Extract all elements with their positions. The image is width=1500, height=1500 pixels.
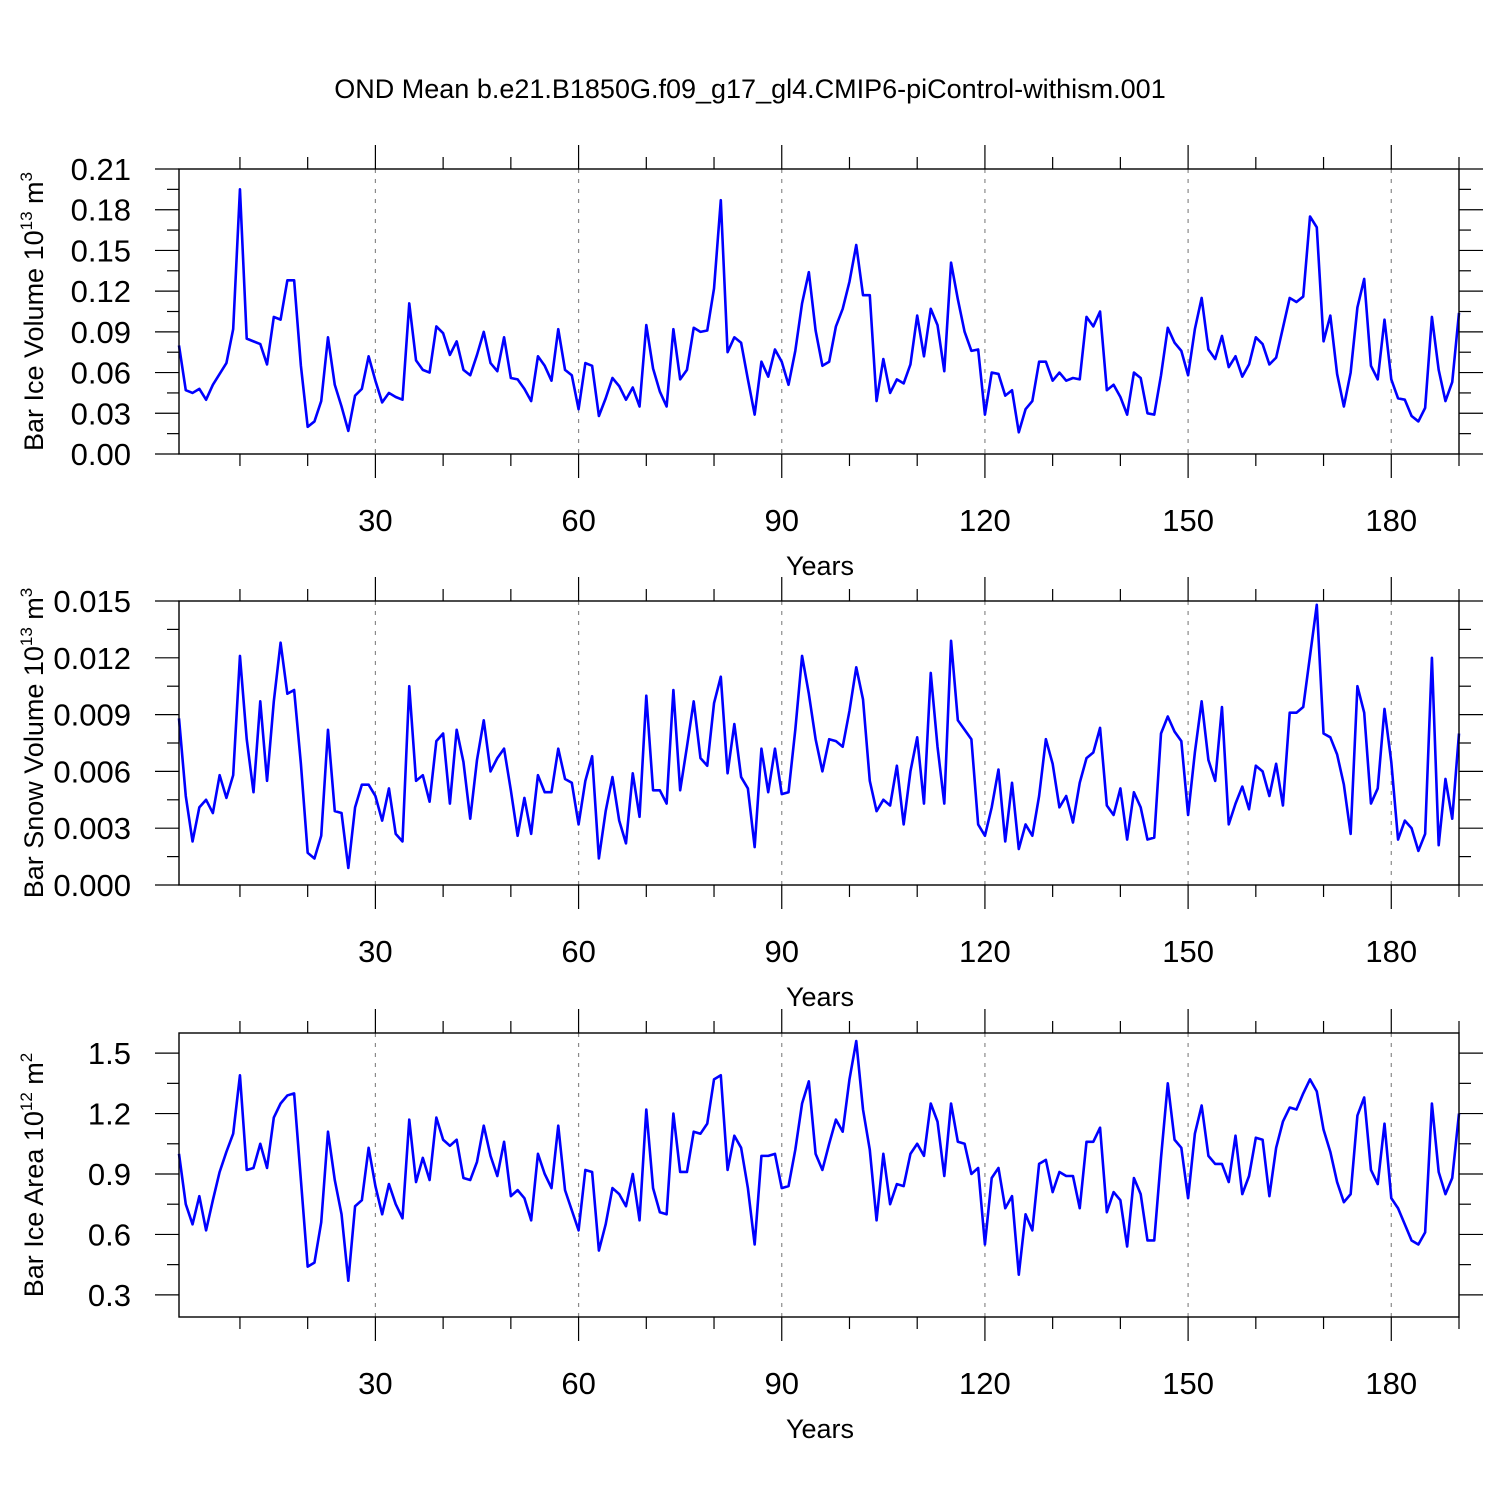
y-tick-label: 1.2: [88, 1097, 131, 1132]
y-tick-label: 0.009: [53, 698, 131, 733]
y-tick-label: 0.03: [71, 396, 131, 431]
x-tick-label: 150: [1162, 503, 1214, 538]
figure-title: OND Mean b.e21.B1850G.f09_g17_gl4.CMIP6-…: [334, 74, 1166, 104]
x-axis-label: Years: [786, 982, 854, 1012]
y-tick-label: 0.3: [88, 1278, 131, 1313]
y-tick-label: 0.015: [53, 584, 131, 619]
x-tick-label: 180: [1365, 934, 1417, 969]
x-axis-label: Years: [786, 551, 854, 581]
panel-ice-area: 30 60 90 120 150 180 0.3 0.6 0.9 1.2 1.5 Years Bar I…: [17, 1009, 1483, 1444]
y-tick-label: 0.12: [71, 274, 131, 309]
y-tick-label: 0.21: [71, 152, 131, 187]
x-tick-label: 60: [561, 1366, 595, 1401]
x-tick-label: 60: [561, 503, 595, 538]
y-axis-label: Bar Ice Area 1012 m2: [17, 1053, 49, 1298]
x-tick-label: 120: [959, 934, 1011, 969]
x-tick-label: 150: [1162, 1366, 1214, 1401]
x-tick-label: 30: [358, 503, 392, 538]
x-tick-label: 90: [765, 934, 799, 969]
panel-ice-volume: 30 60 90 120 150 180 0.00 0.03 0.06 0.09 0.12 0.15 0…: [17, 145, 1483, 581]
x-tick-label: 30: [358, 934, 392, 969]
series-line: [177, 188, 1461, 434]
y-tick-label: 0.9: [88, 1157, 131, 1192]
series-line: [177, 1039, 1461, 1283]
x-tick-label: 120: [959, 1366, 1011, 1401]
plot-frame: [178, 600, 1460, 886]
y-tick-label: 0.18: [71, 193, 131, 228]
x-tick-label: 150: [1162, 934, 1214, 969]
series-line: [177, 603, 1461, 870]
x-tick-label: 180: [1365, 1366, 1417, 1401]
panel-snow-volume: 30 60 90 120 150 180 0.000 0.003 0.006 0.009 0.012…: [17, 577, 1483, 1012]
x-tick-label: 90: [765, 503, 799, 538]
x-axis-label: Years: [786, 1414, 854, 1444]
y-tick-label: 0.006: [53, 754, 131, 789]
y-tick-label: 0.15: [71, 233, 131, 268]
y-tick-label: 0.6: [88, 1217, 131, 1252]
y-tick-label: 0.012: [53, 641, 131, 676]
plot-frame: [178, 1032, 1460, 1318]
x-tick-label: 120: [959, 503, 1011, 538]
y-tick-label: 0.000: [53, 868, 131, 903]
y-tick-label: 0.00: [71, 437, 131, 472]
x-tick-label: 90: [765, 1366, 799, 1401]
y-tick-label: 0.06: [71, 356, 131, 391]
y-tick-label: 1.5: [88, 1036, 131, 1071]
y-axis-label: Bar Snow Volume 1013 m3: [17, 588, 49, 899]
x-tick-label: 30: [358, 1366, 392, 1401]
y-tick-label: 0.09: [71, 315, 131, 350]
x-tick-label: 180: [1365, 503, 1417, 538]
y-tick-label: 0.003: [53, 811, 131, 846]
x-tick-label: 60: [561, 934, 595, 969]
plot-frame: [178, 168, 1460, 455]
y-axis-label: Bar Ice Volume 1013 m3: [17, 172, 49, 451]
